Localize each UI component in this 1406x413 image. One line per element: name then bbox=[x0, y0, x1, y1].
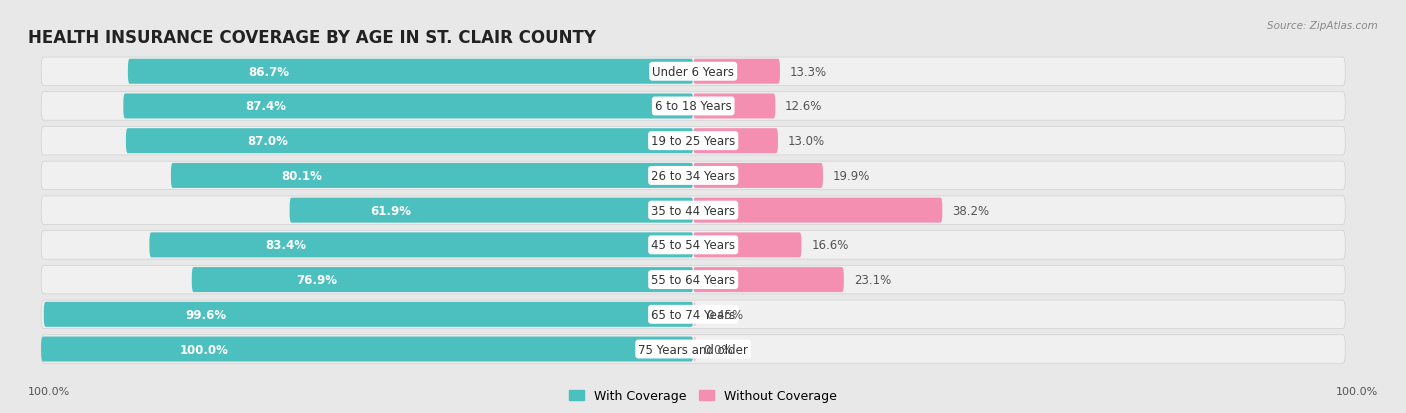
Text: 100.0%: 100.0% bbox=[1336, 387, 1378, 396]
FancyBboxPatch shape bbox=[693, 198, 942, 223]
FancyBboxPatch shape bbox=[693, 233, 801, 258]
Text: 61.9%: 61.9% bbox=[370, 204, 411, 217]
Text: 83.4%: 83.4% bbox=[264, 239, 307, 252]
Text: 100.0%: 100.0% bbox=[180, 343, 229, 356]
Legend: With Coverage, Without Coverage: With Coverage, Without Coverage bbox=[564, 385, 842, 407]
Text: 35 to 44 Years: 35 to 44 Years bbox=[651, 204, 735, 217]
Text: HEALTH INSURANCE COVERAGE BY AGE IN ST. CLAIR COUNTY: HEALTH INSURANCE COVERAGE BY AGE IN ST. … bbox=[28, 29, 596, 47]
Text: 75 Years and older: 75 Years and older bbox=[638, 343, 748, 356]
FancyBboxPatch shape bbox=[41, 58, 1346, 86]
FancyBboxPatch shape bbox=[693, 268, 844, 292]
Text: 87.0%: 87.0% bbox=[247, 135, 288, 148]
FancyBboxPatch shape bbox=[693, 59, 780, 85]
Text: 0.0%: 0.0% bbox=[703, 343, 733, 356]
FancyBboxPatch shape bbox=[44, 302, 693, 327]
FancyBboxPatch shape bbox=[172, 164, 693, 188]
Text: 100.0%: 100.0% bbox=[28, 387, 70, 396]
FancyBboxPatch shape bbox=[191, 268, 693, 292]
Text: 6 to 18 Years: 6 to 18 Years bbox=[655, 100, 731, 113]
Text: 13.0%: 13.0% bbox=[787, 135, 825, 148]
FancyBboxPatch shape bbox=[693, 129, 778, 154]
FancyBboxPatch shape bbox=[41, 162, 1346, 190]
Text: 19.9%: 19.9% bbox=[832, 169, 870, 183]
Text: 76.9%: 76.9% bbox=[297, 273, 337, 286]
Text: 16.6%: 16.6% bbox=[811, 239, 849, 252]
Text: 87.4%: 87.4% bbox=[245, 100, 287, 113]
FancyBboxPatch shape bbox=[41, 93, 1346, 121]
Text: 65 to 74 Years: 65 to 74 Years bbox=[651, 308, 735, 321]
Text: Source: ZipAtlas.com: Source: ZipAtlas.com bbox=[1267, 21, 1378, 31]
Text: 12.6%: 12.6% bbox=[785, 100, 823, 113]
FancyBboxPatch shape bbox=[41, 127, 1346, 156]
Text: 23.1%: 23.1% bbox=[853, 273, 891, 286]
FancyBboxPatch shape bbox=[693, 94, 775, 119]
Text: 26 to 34 Years: 26 to 34 Years bbox=[651, 169, 735, 183]
Text: 55 to 64 Years: 55 to 64 Years bbox=[651, 273, 735, 286]
Text: Under 6 Years: Under 6 Years bbox=[652, 66, 734, 78]
Text: 13.3%: 13.3% bbox=[790, 66, 827, 78]
FancyBboxPatch shape bbox=[41, 231, 1346, 259]
FancyBboxPatch shape bbox=[290, 198, 693, 223]
Text: 38.2%: 38.2% bbox=[952, 204, 990, 217]
FancyBboxPatch shape bbox=[41, 266, 1346, 294]
FancyBboxPatch shape bbox=[693, 302, 696, 327]
FancyBboxPatch shape bbox=[41, 335, 1346, 363]
Text: 0.45%: 0.45% bbox=[706, 308, 742, 321]
FancyBboxPatch shape bbox=[149, 233, 693, 258]
Text: 45 to 54 Years: 45 to 54 Years bbox=[651, 239, 735, 252]
FancyBboxPatch shape bbox=[41, 197, 1346, 225]
FancyBboxPatch shape bbox=[41, 337, 693, 362]
Text: 19 to 25 Years: 19 to 25 Years bbox=[651, 135, 735, 148]
FancyBboxPatch shape bbox=[128, 59, 693, 85]
Text: 80.1%: 80.1% bbox=[281, 169, 322, 183]
FancyBboxPatch shape bbox=[693, 164, 823, 188]
Text: 86.7%: 86.7% bbox=[249, 66, 290, 78]
FancyBboxPatch shape bbox=[127, 129, 693, 154]
FancyBboxPatch shape bbox=[41, 300, 1346, 329]
FancyBboxPatch shape bbox=[124, 94, 693, 119]
Text: 99.6%: 99.6% bbox=[186, 308, 226, 321]
FancyBboxPatch shape bbox=[693, 337, 696, 362]
